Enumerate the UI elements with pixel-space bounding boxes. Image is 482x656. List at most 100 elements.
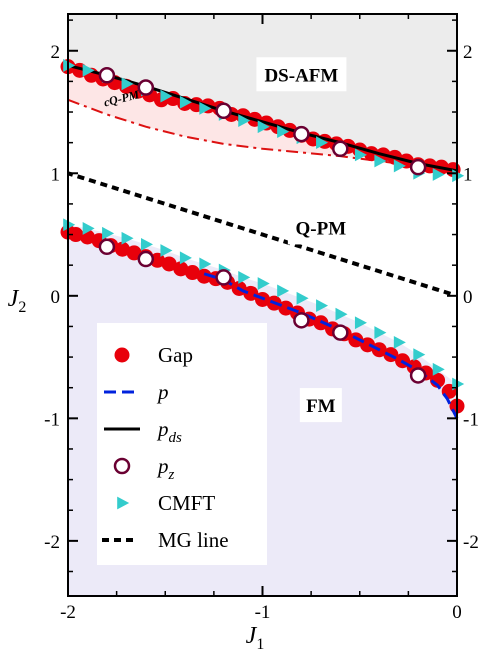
cmft-point [141,237,153,251]
cmft-point [179,251,192,265]
y-tick-label: -1 [44,409,60,430]
cmft-point [82,222,95,235]
y-tick-label: 2 [51,42,61,63]
cmft-point [413,348,426,362]
gap-point [149,252,165,268]
legend-label: MG line [158,528,229,552]
phase-label: Q-PM [296,218,347,239]
cmft-point [63,59,76,72]
cmft-point [238,271,251,284]
legend-label-main: p [156,380,169,404]
legend-label-sub: ds [169,430,183,446]
x-tick-label: -2 [60,602,76,623]
cmft-point [316,299,329,313]
cmft-point [257,277,270,290]
cmft-point [354,148,367,162]
cmft-point [432,168,445,181]
cmft-point [432,362,445,376]
phase-label: DS-AFM [264,65,338,86]
cmft-point [316,136,329,150]
y-tick-label-right: -1 [463,409,479,430]
phase-label: FM [306,396,336,417]
x-tick-label: 0 [452,602,462,623]
axis-ticks: -2 -1 0 -2 -2 -1 -1 0 0 1 1 2 2 [44,14,479,623]
cmft-point [296,291,309,305]
cmft-point [199,101,212,115]
legend-label-main: p [156,454,169,478]
gap-point [243,285,259,301]
pz-point [293,125,310,143]
legend-label: pds [156,417,182,446]
cmft-point [63,218,76,232]
cmft-point [374,154,387,168]
gap-point [126,245,142,261]
pz-point [293,312,310,329]
pz-point [332,140,349,158]
legend-label-sub: z [168,467,175,483]
cmft-point [102,226,115,240]
legend-pz-marker [113,457,131,475]
pz-point [215,269,232,286]
legend-label: CMFT [158,491,215,515]
gap-point [161,256,177,272]
pz-point [98,238,116,256]
legend-label-main: Gap [158,343,193,367]
pz-point [98,67,116,84]
legend-label: p [156,380,169,404]
gap-point [173,261,189,277]
cmft-point [179,95,192,109]
legend-label-main: MG line [158,528,229,552]
cmft-point [160,244,173,257]
y-tick-label: 1 [51,164,61,185]
cmft-point [199,257,212,271]
cmft-point [82,63,95,77]
y-tick-label-right: 1 [463,164,473,185]
cmft-point [354,316,367,330]
x-axis-title: J1 [246,623,265,653]
region-ds-afm [68,14,457,171]
cmft-point [374,326,387,339]
cmft-point [277,284,290,298]
cmft-point [277,125,290,139]
legend-cmft-marker [117,496,130,510]
y-tick-label: -2 [44,532,60,553]
gap-point [278,300,294,316]
cmft-point [335,307,348,321]
y-tick-label-right: -2 [463,532,479,553]
y-tick-label-right: 0 [463,287,473,308]
pz-point [215,102,232,120]
phase-label-box [287,210,354,245]
y-tick-label-right: 2 [463,42,473,63]
pz-point [409,367,427,384]
cmft-point [121,77,134,91]
legend-label-main: CMFT [158,491,215,515]
y-axis-title: J2 [8,286,27,316]
pz-point [332,324,349,341]
gap-point [68,227,84,243]
gap-point [196,268,212,284]
phase-label-box [256,57,347,92]
gap-point [114,241,130,257]
y-tick-label: 0 [51,287,61,308]
legend-label: pz [156,454,175,483]
cmft-point [238,114,251,127]
cmft-point [393,335,406,349]
gap-point [184,265,200,281]
cmft-point [393,159,406,173]
pds-line [67,64,458,173]
legend-label-main: p [156,417,169,441]
series-markers [60,59,465,420]
legend-label: Gap [158,343,193,367]
mg-line [68,171,457,298]
cmft-point [121,231,134,245]
cmft-point [257,120,270,134]
pz-point [137,250,155,268]
pz-point [137,79,155,96]
cmft-point [160,89,173,103]
phase-label-box [299,388,342,423]
pz-point [409,158,427,176]
gap-point [348,332,364,348]
legend-gap-marker [114,347,130,363]
